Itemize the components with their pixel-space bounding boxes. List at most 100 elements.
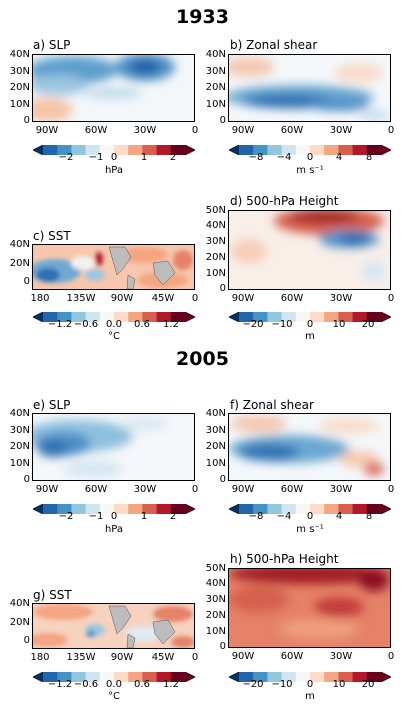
colorbar-tick: 1 <box>140 511 148 522</box>
colorbar-swatch <box>281 145 297 155</box>
colorbar-swatches <box>229 672 391 682</box>
y-tick: 0 <box>23 276 30 287</box>
colorbar-swatch <box>366 504 382 514</box>
colorbar-extend-low <box>229 145 239 155</box>
colorbar-swatch <box>239 312 254 322</box>
colorbar-swatch <box>114 504 129 514</box>
colorbar-swatch <box>295 145 311 155</box>
colorbar-swatch <box>366 145 382 155</box>
colorbar-tick: 0.0 <box>106 319 122 330</box>
colorbar-tick: −1.2 <box>47 679 73 690</box>
colorbar-tick: 20 <box>361 319 375 330</box>
colorbar-swatch <box>281 312 297 322</box>
colorbar-swatch <box>128 672 143 682</box>
x-tick: 45W <box>151 652 175 663</box>
y-tick: 0 <box>219 283 226 294</box>
y-tick: 10N <box>205 268 226 279</box>
colorbar-swatch <box>142 672 158 682</box>
x-tick: 60W <box>280 484 304 495</box>
colorbar-swatch <box>99 504 115 514</box>
colorbar-tick: 10 <box>332 679 346 690</box>
colorbar-swatch <box>295 672 311 682</box>
colorbar-extend-high <box>381 504 391 514</box>
colorbar-swatches <box>33 312 195 322</box>
y-tick: 50N <box>205 205 226 216</box>
colorbar-swatch <box>352 312 368 322</box>
y-tick: 30N <box>9 425 30 436</box>
map-area <box>32 413 195 481</box>
colorbar-tick: 10 <box>332 319 346 330</box>
colorbar-extend-low <box>33 672 43 682</box>
x-tick: 90W <box>231 125 255 136</box>
y-tick: 30N <box>205 66 226 77</box>
colorbar-unit: °C <box>108 691 120 702</box>
colorbar-extend-low <box>33 312 43 322</box>
x-tick: 90W <box>231 293 255 304</box>
colorbar-swatch <box>43 504 58 514</box>
colorbar-swatch <box>71 504 87 514</box>
y-tick: 30N <box>205 594 226 605</box>
anomaly-field <box>229 55 390 121</box>
colorbar-extend-high <box>185 145 195 155</box>
y-tick: 20N <box>9 617 30 628</box>
colorbar-extend-high <box>381 145 391 155</box>
x-tick: 60W <box>84 484 108 495</box>
y-tick: 20N <box>9 258 30 269</box>
colorbar-swatch <box>338 504 354 514</box>
colorbar-tick: 4 <box>335 511 343 522</box>
colorbar-extend-high <box>381 672 391 682</box>
colorbar-tick: 0.6 <box>134 679 150 690</box>
colorbar-unit: m <box>305 691 315 702</box>
x-tick: 135W <box>66 293 96 304</box>
colorbar-swatch <box>324 145 339 155</box>
colorbar-unit: m <box>305 331 315 342</box>
colorbar-extend-low <box>229 504 239 514</box>
x-tick: 90W <box>231 484 255 495</box>
x-tick: 90W <box>231 651 255 662</box>
colorbar-swatch <box>295 312 311 322</box>
y-tick: 50N <box>205 563 226 574</box>
x-tick: 180 <box>30 293 50 304</box>
anomaly-field <box>229 414 390 480</box>
y-tick: 40N <box>205 408 226 419</box>
colorbar-swatch <box>85 672 101 682</box>
colorbar-swatch <box>170 504 186 514</box>
x-tick: 60W <box>84 125 108 136</box>
colorbar-swatch <box>324 312 339 322</box>
y-tick: 40N <box>9 49 30 60</box>
colorbar-swatch <box>156 312 172 322</box>
colorbar-swatch <box>239 145 254 155</box>
colorbar <box>32 667 196 686</box>
colorbar-tick: −4 <box>276 152 292 163</box>
colorbar-swatch <box>310 312 325 322</box>
colorbar-swatch <box>114 145 129 155</box>
colorbar-swatch <box>128 145 143 155</box>
colorbar-tick: 0 <box>306 152 314 163</box>
y-tick: 20N <box>9 441 30 452</box>
y-tick: 0 <box>219 115 226 126</box>
x-tick: 30W <box>133 484 157 495</box>
colorbar-tick: −0.6 <box>73 679 99 690</box>
colorbar-unit: °C <box>108 331 120 342</box>
x-tick: 60W <box>280 293 304 304</box>
colorbar-swatch <box>366 672 382 682</box>
colorbar-extend-low <box>229 312 239 322</box>
colorbar-swatch <box>43 312 58 322</box>
anomaly-field <box>229 569 390 647</box>
colorbar-swatch <box>57 145 72 155</box>
colorbar-swatches <box>229 145 391 155</box>
colorbar-tick: −2 <box>58 511 74 522</box>
y-tick: 20N <box>205 610 226 621</box>
colorbar-tick: −1 <box>88 511 104 522</box>
colorbar-swatch <box>43 145 58 155</box>
x-tick: 30W <box>329 651 353 662</box>
colorbar-tick: 8 <box>365 511 373 522</box>
y-tick: 10N <box>205 99 226 110</box>
x-tick: 30W <box>133 125 157 136</box>
colorbar-swatch <box>142 312 158 322</box>
colorbar-swatch <box>338 145 354 155</box>
y-tick: 40N <box>9 598 30 609</box>
colorbar-unit: m s⁻¹ <box>296 165 324 176</box>
colorbar-extend-high <box>381 312 391 322</box>
anomaly-field <box>33 245 194 289</box>
